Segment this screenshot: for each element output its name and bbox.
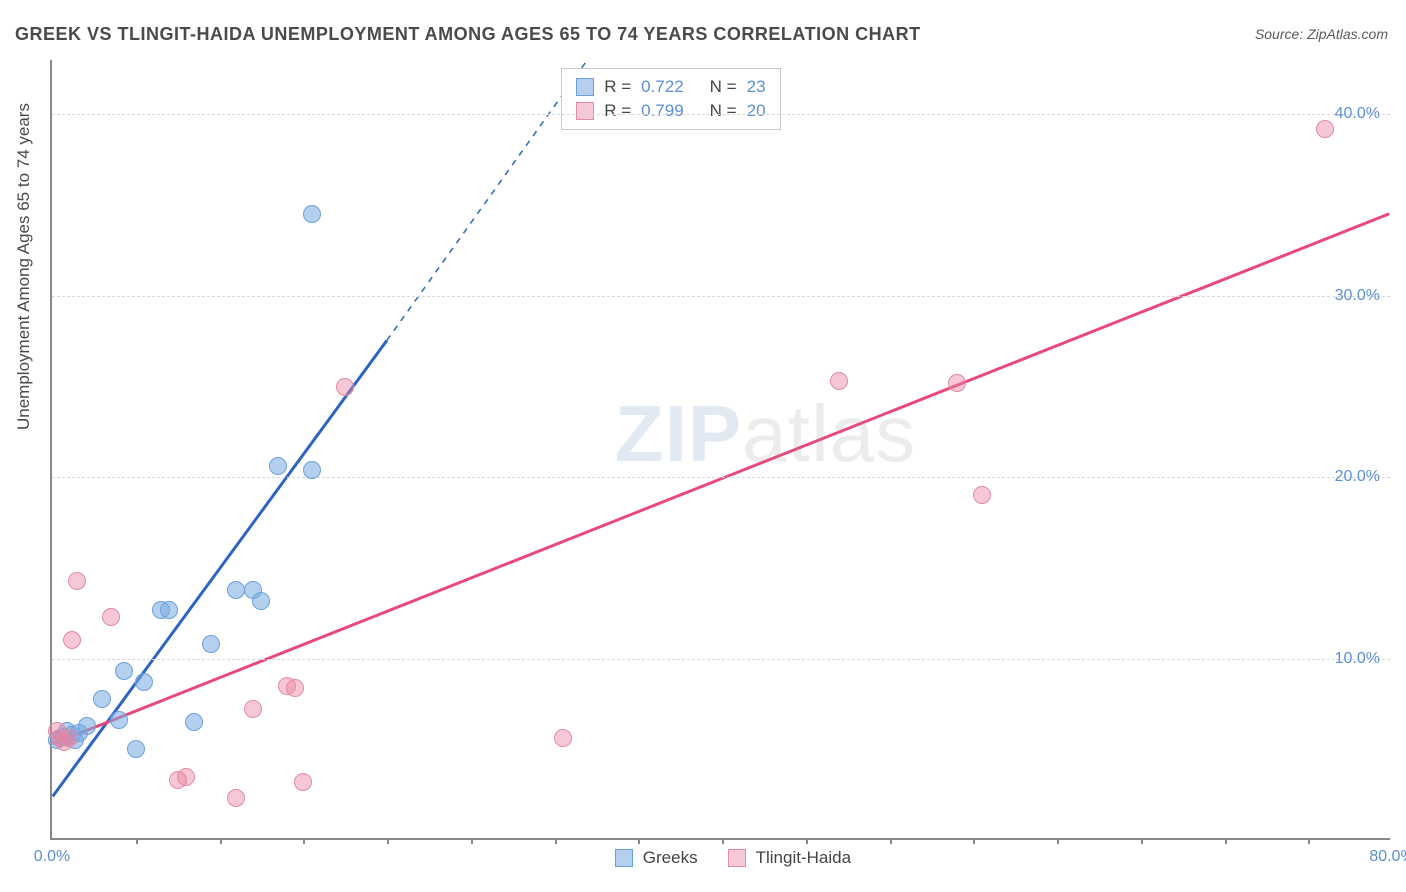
trend-line-greeks <box>53 340 387 796</box>
data-point <box>227 789 245 807</box>
data-point <box>830 372 848 390</box>
y-tick-label: 30.0% <box>1335 287 1380 305</box>
watermark: ZIPatlas <box>615 388 916 480</box>
data-point <box>127 740 145 758</box>
correlation-legend: R = 0.722 N = 23 R = 0.799 N = 20 <box>561 68 780 130</box>
x-tick-mark <box>555 838 557 844</box>
y-tick-label: 10.0% <box>1335 650 1380 668</box>
x-tick-mark <box>220 838 222 844</box>
legend-r-value: 0.722 <box>641 77 684 97</box>
legend-n-value: 20 <box>747 101 766 121</box>
legend-n-label: N = <box>710 101 737 121</box>
x-tick-mark <box>1225 838 1227 844</box>
legend-series-name: Greeks <box>643 848 698 868</box>
x-tick-mark <box>136 838 138 844</box>
trend-lines <box>52 60 1390 838</box>
x-tick-mark <box>471 838 473 844</box>
legend-r-label: R = <box>604 77 631 97</box>
data-point <box>135 673 153 691</box>
x-tick-mark <box>1141 838 1143 844</box>
data-point <box>303 461 321 479</box>
legend-r-label: R = <box>604 101 631 121</box>
data-point <box>973 486 991 504</box>
data-point <box>115 662 133 680</box>
x-tick-mark <box>722 838 724 844</box>
legend-swatch <box>576 102 594 120</box>
x-tick-label: 80.0% <box>1369 848 1406 866</box>
data-point <box>177 768 195 786</box>
plot-area: ZIPatlas R = 0.722N = 23R = 0.799N = 20 … <box>50 60 1390 840</box>
x-tick-mark <box>638 838 640 844</box>
data-point <box>185 713 203 731</box>
legend-row: R = 0.799 N = 20 <box>576 99 765 123</box>
data-point <box>68 572 86 590</box>
data-point <box>244 700 262 718</box>
x-tick-mark <box>303 838 305 844</box>
data-point <box>160 601 178 619</box>
x-tick-mark <box>1057 838 1059 844</box>
x-tick-mark <box>806 838 808 844</box>
data-point <box>336 378 354 396</box>
legend-swatch <box>615 849 633 867</box>
gridline-h <box>52 477 1390 478</box>
data-point <box>102 608 120 626</box>
data-point <box>93 690 111 708</box>
data-point <box>269 457 287 475</box>
data-point <box>303 205 321 223</box>
gridline-h <box>52 114 1390 115</box>
x-tick-mark <box>890 838 892 844</box>
data-point <box>63 631 81 649</box>
series-legend: Greeks Tlingit-Haida <box>615 848 851 868</box>
legend-n-label: N = <box>710 77 737 97</box>
y-axis-label: Unemployment Among Ages 65 to 74 years <box>14 103 34 430</box>
data-point <box>286 679 304 697</box>
data-point <box>252 592 270 610</box>
x-tick-label: 0.0% <box>34 848 70 866</box>
legend-item: Tlingit-Haida <box>728 848 851 868</box>
legend-swatch <box>576 78 594 96</box>
x-tick-mark <box>387 838 389 844</box>
legend-item: Greeks <box>615 848 698 868</box>
legend-n-value: 23 <box>747 77 766 97</box>
gridline-h <box>52 659 1390 660</box>
legend-r-value: 0.799 <box>641 101 684 121</box>
data-point <box>227 581 245 599</box>
y-tick-label: 20.0% <box>1335 468 1380 486</box>
chart-title: GREEK VS TLINGIT-HAIDA UNEMPLOYMENT AMON… <box>15 24 921 45</box>
x-tick-mark <box>1308 838 1310 844</box>
data-point <box>1316 120 1334 138</box>
legend-series-name: Tlingit-Haida <box>756 848 851 868</box>
legend-swatch <box>728 849 746 867</box>
data-point <box>110 711 128 729</box>
data-point <box>294 773 312 791</box>
legend-row: R = 0.722 N = 23 <box>576 75 765 99</box>
gridline-h <box>52 296 1390 297</box>
trend-line-tlingit-haida <box>53 214 1390 744</box>
data-point <box>948 374 966 392</box>
y-tick-label: 40.0% <box>1335 105 1380 123</box>
data-point <box>554 729 572 747</box>
source-label: Source: ZipAtlas.com <box>1255 26 1388 42</box>
data-point <box>78 717 96 735</box>
data-point <box>60 729 78 747</box>
data-point <box>202 635 220 653</box>
x-tick-mark <box>973 838 975 844</box>
